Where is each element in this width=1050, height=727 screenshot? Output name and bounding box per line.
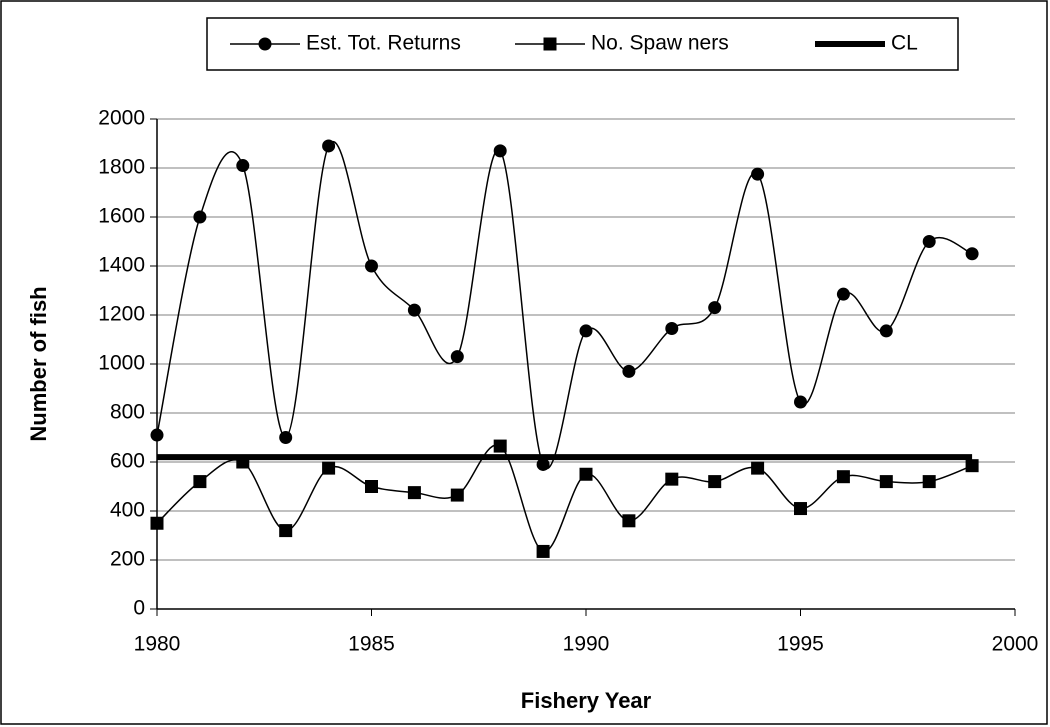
marker: [279, 431, 293, 444]
marker: [836, 470, 850, 484]
marker: [751, 167, 765, 181]
marker: [407, 303, 421, 317]
marker: [536, 544, 550, 558]
marker: [836, 287, 850, 301]
marker: [665, 321, 679, 335]
marker: [751, 461, 765, 475]
marker: [322, 461, 336, 475]
y-tick-label: 1800: [98, 156, 145, 179]
marker: [450, 488, 464, 502]
marker: [622, 364, 636, 378]
y-tick-label: 200: [110, 548, 145, 571]
y-tick-label: 400: [110, 499, 145, 522]
marker: [150, 516, 164, 530]
x-axis-title: Fishery Year: [521, 688, 652, 713]
marker: [922, 475, 936, 489]
marker: [493, 144, 507, 158]
marker: [665, 472, 679, 486]
marker: [794, 395, 807, 409]
marker: [450, 350, 464, 364]
marker: [322, 139, 336, 153]
legend-marker: [258, 37, 272, 51]
y-tick-label: 1600: [98, 205, 145, 228]
y-tick-label: 2000: [98, 107, 145, 130]
marker: [579, 324, 593, 338]
y-tick-label: 800: [110, 401, 145, 424]
marker: [708, 475, 722, 489]
marker: [365, 480, 378, 493]
marker: [236, 159, 250, 173]
x-tick-label: 1985: [348, 633, 395, 656]
marker: [536, 457, 550, 471]
marker: [879, 324, 893, 338]
marker: [879, 475, 893, 489]
marker: [922, 235, 936, 248]
marker: [150, 428, 164, 442]
marker: [407, 486, 421, 500]
marker: [365, 259, 378, 273]
legend-label: Est. Tot. Returns: [306, 32, 461, 55]
legend-label: No. Spaw ners: [591, 32, 729, 55]
y-axis-title: Number of fish: [26, 286, 51, 441]
marker: [493, 439, 507, 453]
marker: [193, 210, 207, 224]
x-tick-label: 1980: [134, 633, 181, 656]
marker: [794, 502, 807, 516]
y-tick-label: 1000: [98, 352, 145, 375]
marker: [965, 459, 979, 473]
marker: [579, 467, 593, 481]
x-tick-label: 2000: [992, 633, 1039, 656]
y-tick-label: 1400: [98, 254, 145, 277]
marker: [708, 301, 722, 315]
legend-label: CL: [891, 32, 918, 55]
x-tick-label: 1990: [563, 633, 610, 656]
marker: [193, 475, 207, 489]
y-tick-label: 600: [110, 450, 145, 473]
marker: [622, 514, 636, 528]
x-tick-label: 1995: [777, 633, 824, 656]
legend-marker: [543, 37, 557, 51]
y-tick-label: 0: [133, 597, 145, 620]
marker: [965, 247, 979, 261]
marker: [279, 524, 293, 538]
y-tick-label: 1200: [98, 303, 145, 326]
